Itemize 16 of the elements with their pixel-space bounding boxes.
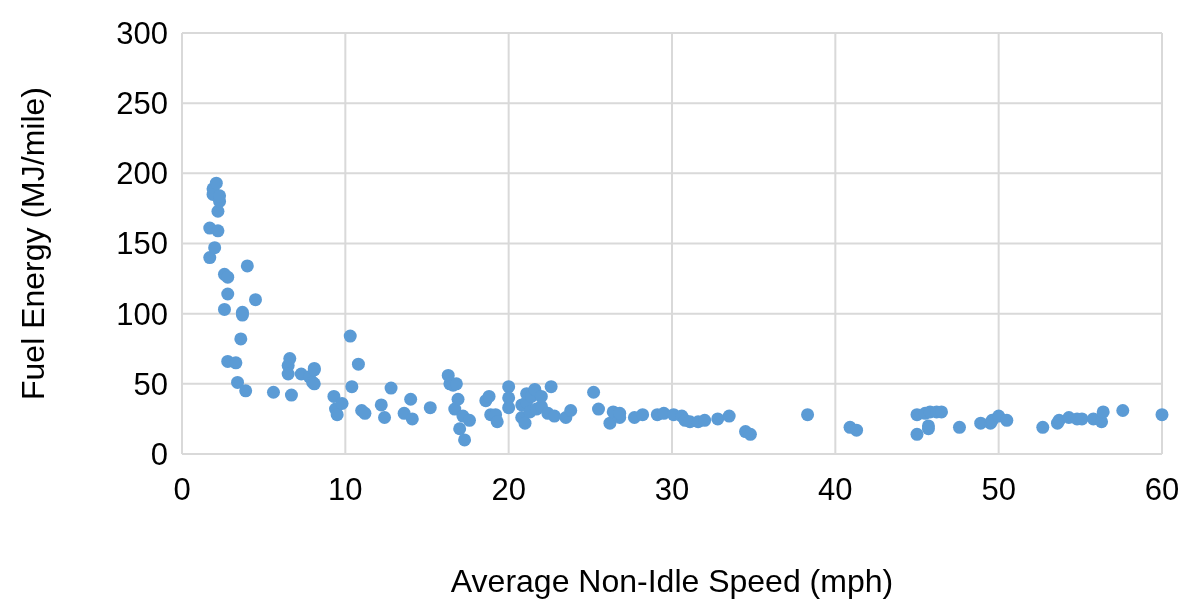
- x-tick-label: 50: [981, 472, 1016, 507]
- y-tick-label: 250: [116, 86, 168, 122]
- y-axis-title: Fuel Energy (MJ/mile): [15, 87, 51, 400]
- x-tick-label: 60: [1144, 472, 1180, 507]
- y-tick-label: 300: [116, 15, 168, 51]
- x-axis-title: Average Non-Idle Speed (mph): [450, 563, 894, 599]
- x-tick-label: 30: [654, 472, 690, 507]
- y-tick-label: 0: [150, 436, 168, 472]
- x-tick-label: 40: [818, 472, 853, 507]
- y-tick-label: 200: [116, 156, 168, 192]
- y-tick-label: 100: [116, 296, 168, 332]
- y-tick-label: 50: [133, 366, 168, 402]
- x-tick-label: 10: [328, 472, 363, 507]
- x-tick-label: 20: [491, 472, 526, 507]
- y-tick-label: 150: [116, 226, 168, 262]
- x-tick-label: 0: [173, 472, 191, 507]
